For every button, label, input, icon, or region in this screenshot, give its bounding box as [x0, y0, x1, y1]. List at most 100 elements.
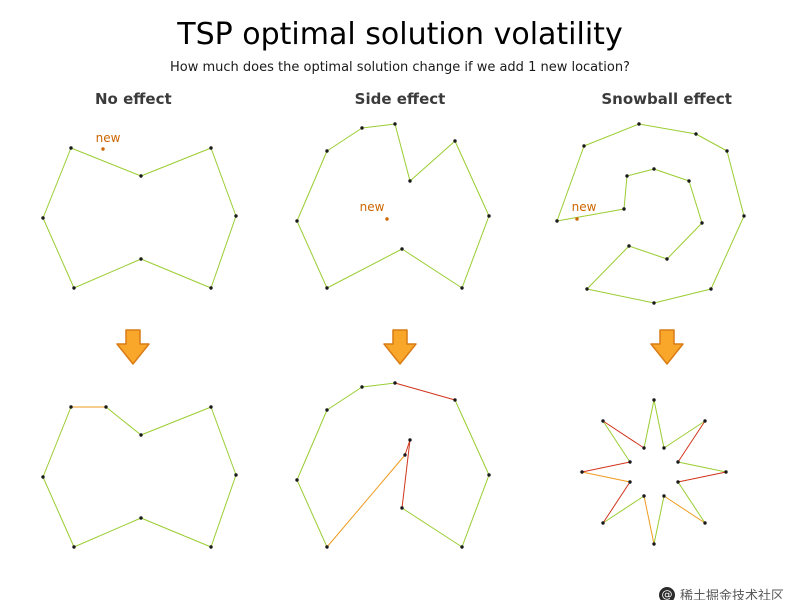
changed-edge	[677, 420, 706, 463]
city-point	[651, 301, 656, 305]
city-point	[41, 475, 46, 479]
tour-edge	[361, 382, 396, 388]
tour-edge	[710, 215, 745, 290]
tour-edge	[586, 288, 654, 304]
tour-edge	[42, 406, 72, 478]
tour-edge	[210, 215, 237, 289]
new-label: new	[571, 200, 596, 214]
city-point	[675, 480, 680, 484]
tour-edge	[666, 222, 703, 260]
new-label: new	[360, 200, 385, 214]
tour-edge	[326, 386, 363, 411]
city-point	[675, 460, 680, 464]
tour-edge	[71, 147, 142, 177]
city-point	[699, 221, 704, 225]
tour-figure-side-effect-before: new	[295, 122, 491, 290]
city-point	[641, 446, 646, 450]
city-point	[295, 219, 299, 223]
tour-figure-no-effect-after	[41, 405, 239, 549]
tour-edge	[401, 507, 463, 548]
city-point	[325, 545, 329, 549]
city-point	[360, 385, 364, 389]
city-point	[400, 247, 404, 251]
city-point	[627, 480, 632, 484]
tour-edge	[653, 168, 689, 182]
city-point	[400, 506, 404, 510]
city-point	[581, 144, 586, 148]
city-point	[408, 438, 412, 442]
city-point	[460, 545, 464, 549]
city-point	[664, 257, 669, 261]
column-header-snowball-effect: Snowball effect	[601, 90, 732, 108]
tour-edge	[454, 140, 490, 217]
tour-edge	[141, 258, 212, 289]
city-point	[325, 149, 329, 153]
city-point	[295, 478, 299, 482]
tour-edge	[638, 123, 696, 135]
city-point	[661, 494, 666, 498]
tour-edge	[210, 147, 237, 217]
changed-edge	[404, 439, 411, 456]
tour-edge	[454, 399, 490, 476]
new-label: new	[96, 131, 121, 145]
tour-edge	[677, 461, 726, 473]
city-point	[661, 446, 666, 450]
city-point	[621, 207, 626, 211]
city-point	[626, 244, 631, 248]
city-point	[724, 149, 729, 153]
watermark-text: 稀土掘金技术社区	[679, 589, 784, 600]
city-point	[325, 286, 329, 290]
figures-before-row: new new new	[0, 116, 800, 311]
tour-edge	[677, 481, 706, 524]
tour-edge	[461, 474, 490, 548]
city-point	[487, 214, 491, 218]
city-point	[139, 433, 144, 437]
tour-edge	[556, 208, 624, 222]
page-subtitle: How much does the optimal solution chang…	[170, 60, 630, 75]
tour-edge	[326, 248, 403, 289]
page-title: TSP optimal solution volatility	[177, 17, 623, 52]
watermark: @ 稀土掘金技术社区	[658, 585, 784, 600]
city-point	[209, 146, 214, 150]
city-point	[723, 470, 728, 474]
tour-edge	[726, 150, 745, 217]
tour-edge	[210, 474, 237, 548]
tour-edge	[409, 140, 456, 182]
tour-edge	[42, 147, 72, 219]
tour-edge	[653, 288, 711, 304]
tour-edge	[643, 399, 655, 449]
tour-figure-snowball-effect-after	[579, 398, 728, 546]
changed-edge	[602, 481, 631, 524]
city-point	[600, 419, 605, 423]
tour-edge	[42, 217, 75, 289]
tour-edge	[42, 476, 75, 548]
column-header-side-effect: Side effect	[354, 90, 446, 108]
tour-edge	[361, 123, 396, 129]
city-point	[69, 405, 74, 409]
tour-edge	[74, 258, 142, 289]
tour-edge	[141, 517, 212, 548]
city-point	[403, 453, 407, 457]
tour-figure-no-effect-before: new	[41, 131, 239, 290]
changed-edge	[401, 439, 411, 509]
city-point	[72, 286, 77, 290]
new-city-point	[101, 147, 106, 151]
changed-edge	[581, 461, 630, 473]
changed-edge	[581, 471, 630, 483]
city-point	[104, 405, 109, 409]
city-point	[360, 126, 364, 130]
city-point	[139, 174, 144, 178]
city-point	[209, 405, 214, 409]
city-point	[579, 470, 584, 474]
changed-edge	[663, 495, 705, 524]
tour-edge	[296, 150, 328, 222]
watermark-logo-icon: @	[658, 586, 675, 600]
tour-figure-side-effect-after	[295, 381, 491, 549]
city-point	[234, 214, 239, 218]
city-point	[209, 545, 214, 549]
city-point	[584, 287, 589, 291]
tour-edge	[401, 248, 463, 289]
city-point	[686, 179, 691, 183]
changed-edge	[326, 454, 406, 548]
city-point	[651, 398, 656, 402]
